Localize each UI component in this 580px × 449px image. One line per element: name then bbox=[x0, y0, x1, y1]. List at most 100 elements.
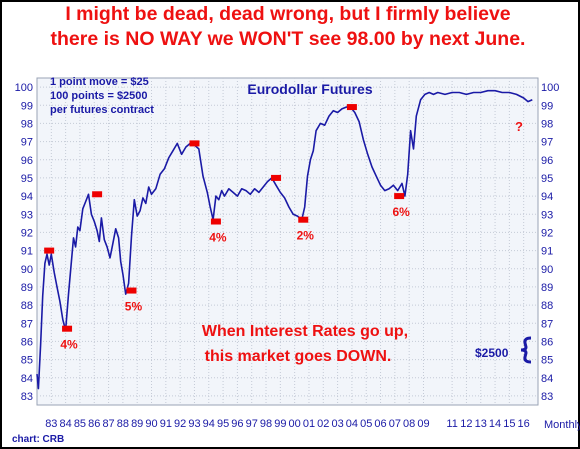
y-tick-label-right: 90 bbox=[541, 264, 553, 276]
y-tick-label-right: 86 bbox=[541, 336, 553, 348]
y-tick-label-left: 97 bbox=[21, 137, 33, 149]
x-tick-label: 95 bbox=[217, 418, 229, 430]
plot-area bbox=[36, 77, 539, 406]
x-tick-label: 93 bbox=[188, 418, 200, 430]
x-tick-label: 91 bbox=[160, 418, 172, 430]
x-tick-label: 85 bbox=[74, 418, 86, 430]
period-label: Monthly bbox=[544, 419, 580, 431]
marker bbox=[394, 193, 405, 200]
marker bbox=[62, 325, 73, 332]
y-tick-label-left: 85 bbox=[21, 355, 33, 367]
marker bbox=[210, 218, 221, 225]
y-tick-label-right: 87 bbox=[541, 318, 553, 330]
y-tick-label-right: 89 bbox=[541, 282, 553, 294]
series-line bbox=[36, 89, 533, 390]
y-tick-label-right: 100 bbox=[541, 82, 559, 94]
x-tick-label: 00 bbox=[289, 418, 301, 430]
x-tick-label: 04 bbox=[346, 418, 358, 430]
x-tick-label: 86 bbox=[88, 418, 100, 430]
y-tick-label-right: 99 bbox=[541, 100, 553, 112]
marker bbox=[271, 174, 282, 181]
annotation-line-2: this market goes DOWN. bbox=[205, 348, 392, 365]
x-tick-label: 14 bbox=[489, 418, 501, 430]
y-tick-label-left: 100 bbox=[15, 82, 33, 94]
x-tick-label: 97 bbox=[246, 418, 258, 430]
x-tick-label: 07 bbox=[389, 418, 401, 430]
markers: 4% 5% 4% 2% 6% bbox=[44, 104, 410, 352]
grid bbox=[37, 78, 538, 405]
note-line-3: per futures contract bbox=[50, 104, 154, 116]
x-tick-label: 05 bbox=[360, 418, 372, 430]
x-tick-label: 15 bbox=[503, 418, 515, 430]
y-tick-label-left: 87 bbox=[21, 318, 33, 330]
y-tick-label-left: 93 bbox=[21, 209, 33, 221]
y-tick-label-right: 84 bbox=[541, 373, 553, 385]
y-tick-label-right: 94 bbox=[541, 191, 553, 203]
x-tick-label: 87 bbox=[102, 418, 114, 430]
marker bbox=[92, 191, 103, 198]
marker bbox=[346, 104, 357, 111]
marker-label: 2% bbox=[297, 229, 315, 243]
note-line-1: 1 point move = $25 bbox=[50, 76, 149, 88]
brace-icon bbox=[520, 336, 532, 364]
x-tick-label: 94 bbox=[203, 418, 215, 430]
y-tick-label-left: 98 bbox=[21, 118, 33, 130]
x-tick-label: 99 bbox=[274, 418, 286, 430]
marker-label: 4% bbox=[60, 338, 78, 352]
marker-label: 5% bbox=[125, 300, 143, 314]
x-tick-label: 01 bbox=[303, 418, 315, 430]
marker bbox=[126, 287, 137, 294]
x-tick-label: 03 bbox=[331, 418, 343, 430]
y-tick-label-left: 89 bbox=[21, 282, 33, 294]
x-tick-label: 11 bbox=[446, 418, 457, 430]
x-tick-label: 02 bbox=[317, 418, 329, 430]
x-tick-label: 09 bbox=[417, 418, 429, 430]
y-tick-label-right: 91 bbox=[541, 246, 553, 258]
y-tick-label-left: 96 bbox=[21, 155, 33, 167]
y-tick-label-left: 99 bbox=[21, 100, 33, 112]
y-tick-label-right: 85 bbox=[541, 355, 553, 367]
y-axis-right: 83 84 85 86 87 88 89 90 91 92 93 94 95 96 97 98 99 100 bbox=[541, 82, 559, 403]
x-tick-label: 13 bbox=[475, 418, 487, 430]
headline-line-2: there is NO WAY we WON'T see 98.00 by ne… bbox=[50, 28, 526, 50]
y-tick-label-left: 94 bbox=[21, 191, 33, 203]
x-tick-label: 89 bbox=[131, 418, 143, 430]
x-tick-label: 08 bbox=[403, 418, 415, 430]
headline-line-1: I might be dead, dead wrong, but I firml… bbox=[65, 3, 511, 25]
y-tick-label-right: 93 bbox=[541, 209, 553, 221]
note-line-2: 100 points = $2500 bbox=[50, 90, 148, 102]
x-tick-label: 16 bbox=[518, 418, 530, 430]
y-tick-label-right: 88 bbox=[541, 300, 553, 312]
x-axis: 83 84 85 86 87 88 89 90 91 92 93 94 95 96 97 98 99 00 01 02… bbox=[45, 418, 530, 430]
x-tick-label: 88 bbox=[117, 418, 129, 430]
y-tick-label-right: 98 bbox=[541, 118, 553, 130]
side-label: $2500 bbox=[475, 346, 509, 360]
y-tick-label-right: 83 bbox=[541, 391, 553, 403]
y-tick-label-left: 83 bbox=[21, 391, 33, 403]
y-axis-left: 83 84 85 86 87 88 89 90 91 92 93 94 95 96 97 98 99 100 bbox=[15, 82, 33, 403]
source-label: chart: CRB bbox=[12, 434, 64, 445]
y-tick-label-right: 95 bbox=[541, 173, 553, 185]
question-mark: ? bbox=[515, 119, 523, 134]
y-tick-label-right: 97 bbox=[541, 137, 553, 149]
y-tick-label-left: 95 bbox=[21, 173, 33, 185]
x-tick-label: 90 bbox=[145, 418, 157, 430]
y-tick-label-left: 91 bbox=[21, 246, 33, 258]
y-tick-label-left: 90 bbox=[21, 264, 33, 276]
x-tick-label: 84 bbox=[60, 418, 72, 430]
x-tick-label: 06 bbox=[374, 418, 386, 430]
chart-title: Eurodollar Futures bbox=[247, 81, 372, 97]
y-tick-label-left: 84 bbox=[21, 373, 33, 385]
marker bbox=[44, 247, 55, 254]
y-tick-label-left: 92 bbox=[21, 227, 33, 239]
annotation-line-1: When Interest Rates go up, bbox=[202, 323, 408, 340]
marker-label: 4% bbox=[209, 231, 227, 245]
marker bbox=[189, 140, 200, 147]
y-tick-label-left: 86 bbox=[21, 336, 33, 348]
headline: I might be dead, dead wrong, but I firml… bbox=[0, 2, 576, 52]
marker-label: 6% bbox=[392, 205, 410, 219]
x-tick-label: 98 bbox=[260, 418, 272, 430]
x-tick-label: 96 bbox=[231, 418, 243, 430]
y-tick-label-left: 88 bbox=[21, 300, 33, 312]
